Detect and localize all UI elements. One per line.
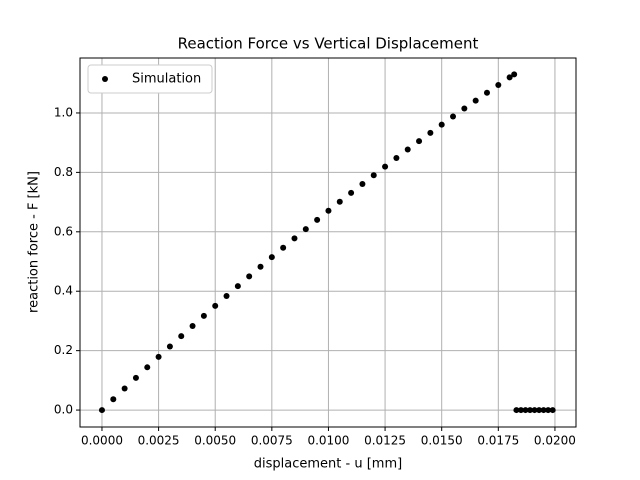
data-point: [189, 322, 196, 329]
x-tick-label: 0.0175: [477, 434, 519, 448]
data-point: [336, 198, 343, 205]
data-point: [359, 180, 366, 187]
x-axis-label: displacement - u [mm]: [254, 457, 402, 472]
data-point: [132, 374, 139, 381]
data-point: [393, 155, 400, 162]
x-tick-label: 0.0025: [138, 434, 180, 448]
data-point: [427, 129, 434, 136]
data-point: [450, 113, 457, 120]
data-point: [110, 396, 117, 403]
data-point: [495, 82, 502, 89]
data-point: [121, 385, 128, 392]
x-tick-label: 0.0050: [194, 434, 236, 448]
data-point: [531, 407, 538, 414]
data-point: [348, 189, 355, 196]
data-point: [223, 292, 230, 299]
data-point: [527, 407, 534, 414]
data-point: [438, 121, 445, 128]
data-point: [536, 407, 543, 414]
data-point: [382, 163, 389, 170]
legend-marker: [102, 76, 108, 82]
data-point: [472, 97, 479, 104]
data-point: [234, 283, 241, 290]
data-point: [545, 407, 552, 414]
data-point: [404, 146, 411, 153]
x-tick-label: 0.0200: [534, 434, 576, 448]
data-point: [461, 105, 468, 112]
y-tick-label: 1.0: [54, 105, 73, 119]
y-tick-label: 0.0: [54, 403, 73, 417]
data-point: [268, 254, 275, 261]
data-point: [370, 172, 377, 179]
plot-frame: [79, 57, 577, 428]
data-point: [506, 74, 513, 81]
data-point: [314, 216, 321, 223]
data-point: [522, 407, 529, 414]
legend-label: Simulation: [132, 72, 201, 87]
x-tick-label: 0.0000: [81, 434, 123, 448]
data-point: [155, 353, 162, 360]
data-point: [257, 263, 264, 270]
data-point: [483, 89, 490, 96]
data-point: [212, 302, 219, 309]
y-tick-label: 0.6: [54, 224, 73, 238]
y-tick-label: 0.8: [54, 165, 73, 179]
data-point: [511, 71, 518, 78]
data-point: [513, 407, 520, 414]
x-tick-label: 0.0075: [251, 434, 293, 448]
x-tick-label: 0.0100: [307, 434, 349, 448]
data-point: [144, 364, 151, 371]
data-point: [178, 333, 185, 340]
chart-title: Reaction Force vs Vertical Displacement: [178, 35, 479, 53]
x-tick-label: 0.0125: [364, 434, 406, 448]
legend-box: [87, 64, 213, 94]
y-tick-label: 0.4: [54, 284, 73, 298]
x-tick-label: 0.0150: [421, 434, 463, 448]
data-point: [302, 226, 309, 233]
data-point: [549, 407, 556, 414]
data-point: [416, 138, 423, 145]
data-point: [98, 407, 105, 414]
data-point: [280, 244, 287, 251]
data-point: [291, 235, 298, 242]
data-point: [540, 407, 547, 414]
data-point: [166, 343, 173, 350]
legend: Simulation: [87, 64, 213, 94]
data-point: [246, 273, 253, 280]
data-point: [325, 207, 332, 214]
data-point: [200, 312, 207, 319]
data-point: [517, 407, 524, 414]
y-axis-label: reaction force - F [kN]: [27, 171, 42, 313]
y-tick-label: 0.2: [54, 343, 73, 357]
